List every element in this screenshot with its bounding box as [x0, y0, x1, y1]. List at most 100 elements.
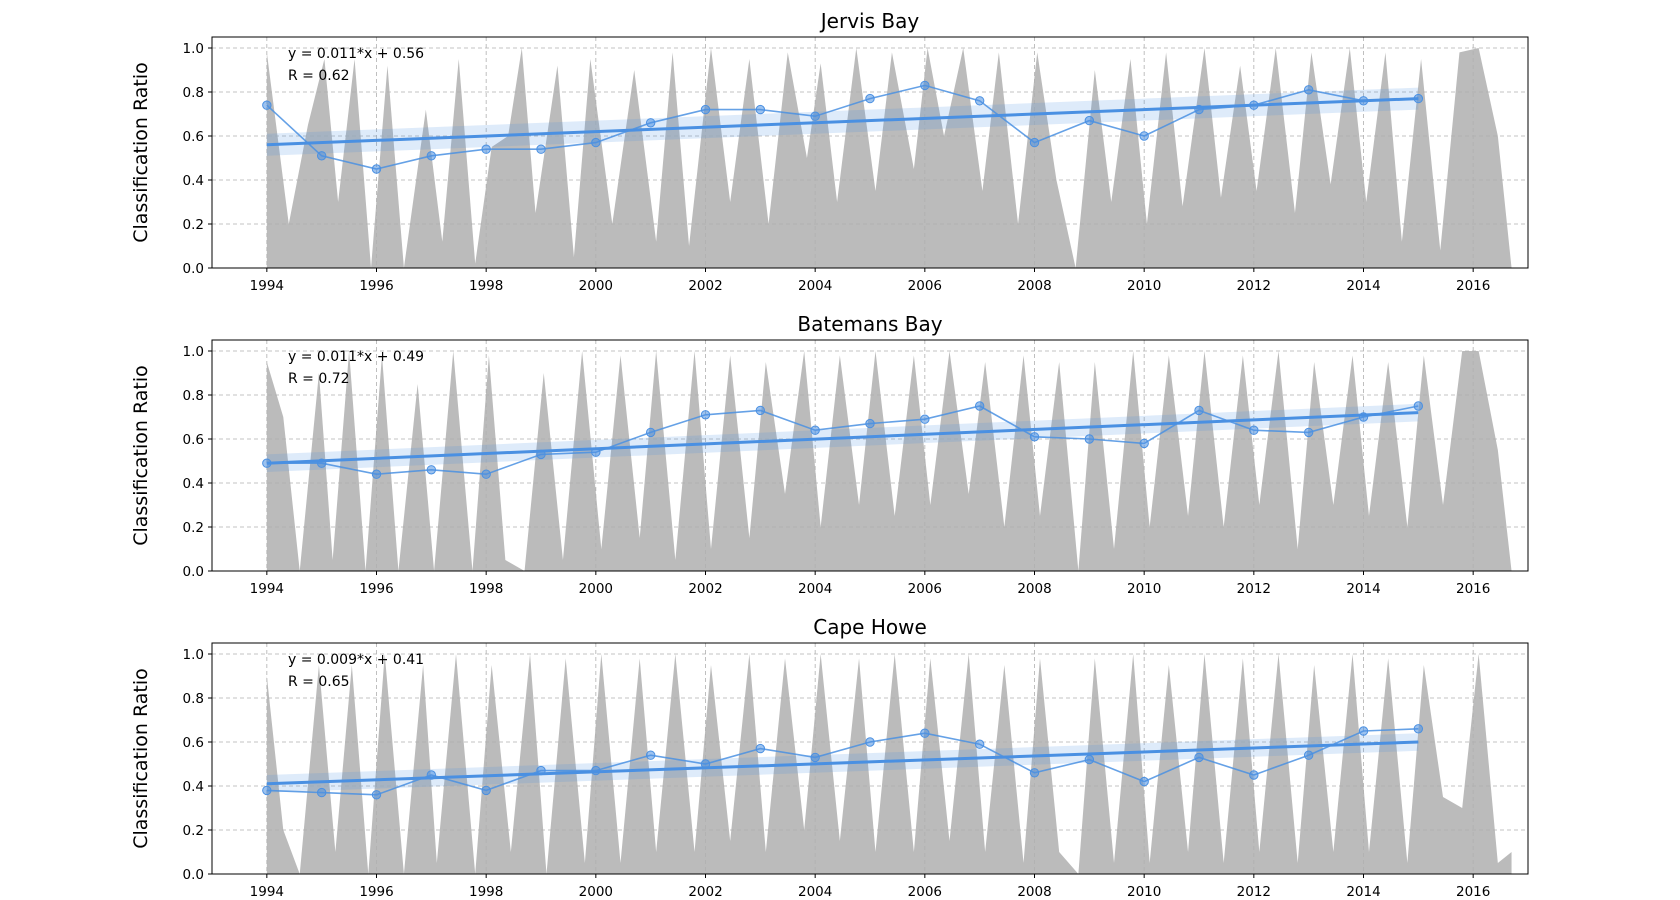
data-point	[1029, 137, 1040, 148]
x-tick-label: 2006	[908, 884, 942, 900]
x-tick-label: 2000	[579, 278, 613, 294]
y-axis-label: Classification Ratio	[130, 668, 152, 849]
data-point	[536, 765, 546, 776]
data-point	[810, 425, 820, 435]
x-tick-label: 2002	[688, 278, 722, 294]
correlation-value: R = 0.65	[288, 674, 350, 690]
data-point	[591, 137, 601, 148]
y-tick-label: 0.8	[183, 85, 204, 101]
x-tick-label: 2016	[1456, 581, 1490, 597]
x-tick-label: 2010	[1127, 278, 1161, 294]
data-point	[755, 405, 766, 416]
x-tick-label: 2008	[1017, 278, 1051, 294]
data-point	[920, 414, 930, 424]
data-point	[700, 104, 711, 115]
data-point	[536, 144, 546, 154]
x-tick-label: 2002	[688, 581, 722, 597]
y-tick-label: 0.8	[183, 388, 204, 404]
data-point	[1358, 412, 1369, 422]
data-point	[810, 752, 820, 763]
data-point	[1249, 100, 1259, 110]
data-point	[974, 739, 985, 749]
data-point	[1139, 776, 1149, 787]
data-point	[591, 765, 601, 776]
series-line	[266, 405, 1419, 476]
y-tick-label: 0.2	[183, 823, 204, 839]
data-point	[1084, 754, 1095, 765]
plot-area	[212, 37, 1528, 268]
data-point	[1249, 425, 1259, 435]
data-point	[1139, 438, 1149, 449]
data-point	[371, 164, 382, 174]
trend-line	[266, 97, 1419, 147]
data-point	[974, 401, 985, 411]
data-point	[700, 410, 711, 420]
chart-panel-2: 0.0 0.2 0.4 0.6 0.8 1.0 1994 1996 1998 2000 2002 20…	[130, 615, 1529, 900]
data-point	[481, 144, 491, 154]
data-point	[1194, 104, 1204, 115]
data-point	[481, 785, 491, 796]
x-tick-label: 1996	[359, 581, 393, 597]
data-point	[920, 80, 930, 91]
y-tick-label: 0.4	[183, 173, 204, 189]
data-point	[426, 465, 437, 475]
data-point	[316, 151, 327, 161]
data-point	[1303, 427, 1314, 438]
y-tick-label: 0.4	[183, 779, 204, 795]
data-point	[645, 118, 656, 128]
axes-frame	[211, 339, 1529, 572]
data-point	[1413, 401, 1424, 411]
data-point	[1029, 432, 1040, 442]
x-tick-label: 2010	[1127, 581, 1161, 597]
x-tick-label: 1994	[250, 581, 284, 597]
x-tick-label: 1994	[250, 884, 284, 900]
y-tick-label: 0.0	[183, 261, 204, 277]
x-tick-label: 2016	[1456, 278, 1490, 294]
chart-panel-1: 0.0 0.2 0.4 0.6 0.8 1.0 1994 1996 1998 2000 2002 20…	[130, 312, 1529, 597]
background-area	[266, 48, 1512, 268]
data-point	[1413, 724, 1424, 734]
x-tick-label: 1994	[250, 278, 284, 294]
chart-panel-0: 0.0 0.2 0.4 0.6 0.8 1.0 1994 1996 1998 2000 2002 20…	[130, 9, 1529, 294]
data-point	[1358, 96, 1369, 106]
plot-area	[212, 643, 1528, 874]
x-tick-label: 2012	[1237, 884, 1271, 900]
background-area	[266, 654, 1512, 874]
x-tick-label: 2004	[798, 278, 832, 294]
data-point	[1084, 434, 1095, 444]
data-point	[1413, 93, 1424, 104]
data-point	[591, 447, 601, 457]
data-point	[645, 427, 656, 438]
x-tick-label: 2014	[1346, 884, 1380, 900]
y-tick-label: 0.0	[183, 867, 204, 883]
y-tick-label: 0.8	[183, 691, 204, 707]
x-tick-label: 2006	[908, 278, 942, 294]
x-tick-label: 1998	[469, 278, 503, 294]
x-tick-label: 2000	[579, 581, 613, 597]
data-point	[974, 96, 985, 106]
x-tick-label: 2008	[1017, 884, 1051, 900]
data-point	[426, 151, 437, 161]
data-point	[865, 737, 875, 747]
x-tick-label: 2012	[1237, 278, 1271, 294]
x-tick-label: 2012	[1237, 581, 1271, 597]
x-tick-label: 2014	[1346, 581, 1380, 597]
x-tick-label: 1996	[359, 884, 393, 900]
x-tick-label: 2004	[798, 884, 832, 900]
data-point	[1139, 131, 1149, 141]
data-point	[426, 770, 437, 780]
chart-title: Jervis Bay	[819, 9, 920, 33]
chart-title: Batemans Bay	[797, 312, 942, 336]
correlation-value: R = 0.62	[288, 68, 350, 84]
regression-equation: y = 0.009*x + 0.41	[288, 652, 424, 668]
y-tick-label: 1.0	[183, 647, 204, 663]
x-tick-label: 2000	[579, 884, 613, 900]
y-axis-label: Classification Ratio	[130, 365, 152, 546]
data-point	[810, 111, 820, 121]
data-point	[865, 93, 875, 104]
x-tick-label: 2008	[1017, 581, 1051, 597]
y-tick-label: 0.0	[183, 564, 204, 580]
data-point	[1249, 770, 1259, 780]
correlation-value: R = 0.72	[288, 371, 350, 387]
data-point	[755, 743, 766, 754]
